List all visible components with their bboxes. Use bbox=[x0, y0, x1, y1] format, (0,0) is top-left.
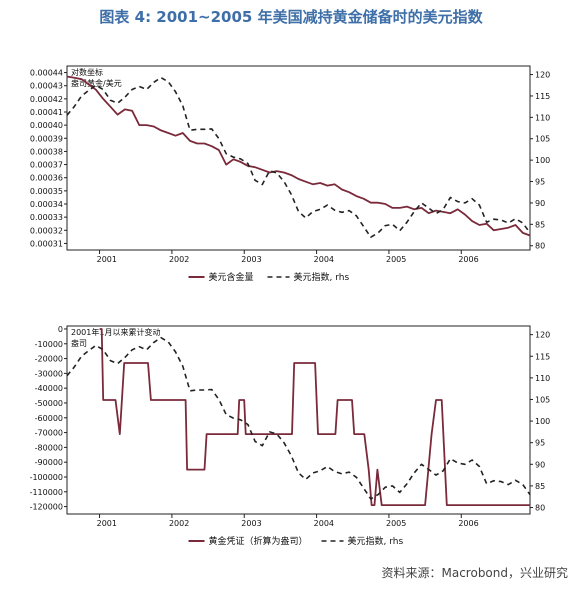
right-tick-label: 85 bbox=[535, 482, 545, 491]
chart-annotation: 对数坐标盎司黄金/美元 bbox=[71, 67, 122, 88]
x-tick-label: 2004 bbox=[314, 519, 334, 528]
left-tick-label: -90000 bbox=[35, 458, 63, 467]
right-tick-label: 80 bbox=[535, 504, 545, 513]
series-line-gold bbox=[66, 75, 531, 237]
x-tick-label: 2006 bbox=[458, 255, 478, 264]
right-tick-label: 80 bbox=[535, 242, 545, 251]
left-tick-label: 0.00039 bbox=[30, 134, 63, 143]
right-tick-label: 105 bbox=[535, 395, 550, 404]
x-tick-label: 2003 bbox=[241, 255, 261, 264]
left-tick-label: -40000 bbox=[35, 384, 63, 393]
left-tick-label: 0.00034 bbox=[30, 200, 63, 209]
left-tick-label: 0.00035 bbox=[30, 187, 63, 196]
plot-frame bbox=[66, 325, 531, 515]
left-tick-label: -20000 bbox=[35, 355, 63, 364]
right-tick-label: 90 bbox=[535, 460, 545, 469]
series-line-gold bbox=[99, 328, 530, 507]
x-tick-label: 2002 bbox=[169, 255, 189, 264]
left-tick-label: 0.00033 bbox=[30, 213, 63, 222]
x-tick-label: 2002 bbox=[169, 519, 189, 528]
plot-frame bbox=[66, 65, 531, 251]
chart-gold-content: 0.00044 0.00043 0.00042 0.00041 0.00040 0.000… bbox=[30, 65, 550, 283]
right-tick-label: 90 bbox=[535, 199, 545, 208]
right-tick-label: 115 bbox=[535, 352, 550, 361]
annotation-line: 盎司黄金/美元 bbox=[71, 78, 122, 88]
source-note: 资料来源：Macrobond，兴业研究 bbox=[381, 566, 569, 580]
legend-label: 黄金凭证（折算为盎司） bbox=[209, 535, 308, 547]
left-tick-label: -70000 bbox=[35, 429, 63, 438]
right-tick-label: 95 bbox=[535, 178, 545, 187]
left-tick-label: 0.00044 bbox=[30, 69, 63, 78]
annotation-line: 2001年1月以来累计变动 bbox=[71, 327, 160, 337]
left-tick-label: -30000 bbox=[35, 369, 63, 378]
left-tick-label: 0.00036 bbox=[30, 174, 63, 183]
legend-label: 美元指数, rhs bbox=[348, 535, 404, 547]
page-title: 图表 4: 2001~2005 年美国减持黄金储备时的美元指数 bbox=[99, 8, 483, 26]
x-tick-label: 2003 bbox=[241, 519, 261, 528]
chart-gold-certificates: 0 -10000 -20000 -30000 -40000 -50000 -60000 -70… bbox=[30, 325, 551, 547]
left-tick-label: 0.00038 bbox=[30, 147, 63, 156]
series-line-dollar-index bbox=[66, 336, 531, 500]
right-tick-label: 100 bbox=[535, 156, 550, 165]
x-tick-label: 2001 bbox=[97, 519, 117, 528]
right-tick-label: 110 bbox=[535, 374, 550, 383]
left-tick-label: -50000 bbox=[35, 399, 63, 408]
right-tick-label: 85 bbox=[535, 220, 545, 229]
x-tick-label: 2005 bbox=[386, 519, 406, 528]
legend-label: 美元指数, rhs bbox=[294, 271, 350, 283]
x-tick-label: 2001 bbox=[97, 255, 117, 264]
annotation-line: 盎司 bbox=[71, 338, 87, 348]
left-tick-label: 0.00041 bbox=[30, 108, 63, 117]
left-tick-label: -80000 bbox=[35, 443, 63, 452]
left-tick-label: -100000 bbox=[30, 473, 63, 482]
chart-annotation: 2001年1月以来累计变动盎司 bbox=[71, 327, 160, 348]
series-line-dollar-index bbox=[66, 76, 531, 238]
left-tick-label: -120000 bbox=[30, 503, 63, 512]
left-tick-label: 0.00032 bbox=[30, 226, 63, 235]
x-tick-label: 2006 bbox=[458, 519, 478, 528]
left-tick-label: 0 bbox=[58, 325, 63, 334]
right-tick-label: 95 bbox=[535, 439, 545, 448]
left-tick-label: -60000 bbox=[35, 414, 63, 423]
left-tick-label: -110000 bbox=[30, 488, 63, 497]
annotation-line: 对数坐标 bbox=[71, 67, 103, 77]
right-tick-label: 105 bbox=[535, 135, 550, 144]
left-tick-label: 0.00031 bbox=[30, 239, 63, 248]
right-tick-label: 115 bbox=[535, 92, 550, 101]
left-tick-label: 0.00043 bbox=[30, 82, 63, 91]
x-tick-label: 2005 bbox=[386, 255, 406, 264]
left-tick-label: 0.00042 bbox=[30, 95, 63, 104]
right-tick-label: 100 bbox=[535, 417, 550, 426]
right-tick-label: 120 bbox=[535, 331, 550, 340]
left-tick-label: 0.00037 bbox=[30, 161, 63, 170]
x-tick-label: 2004 bbox=[314, 255, 334, 264]
left-tick-label: -10000 bbox=[35, 340, 63, 349]
right-tick-label: 120 bbox=[535, 71, 550, 80]
legend-label: 美元含金量 bbox=[209, 271, 254, 283]
left-tick-label: 0.00040 bbox=[30, 121, 63, 130]
right-tick-label: 110 bbox=[535, 113, 550, 122]
